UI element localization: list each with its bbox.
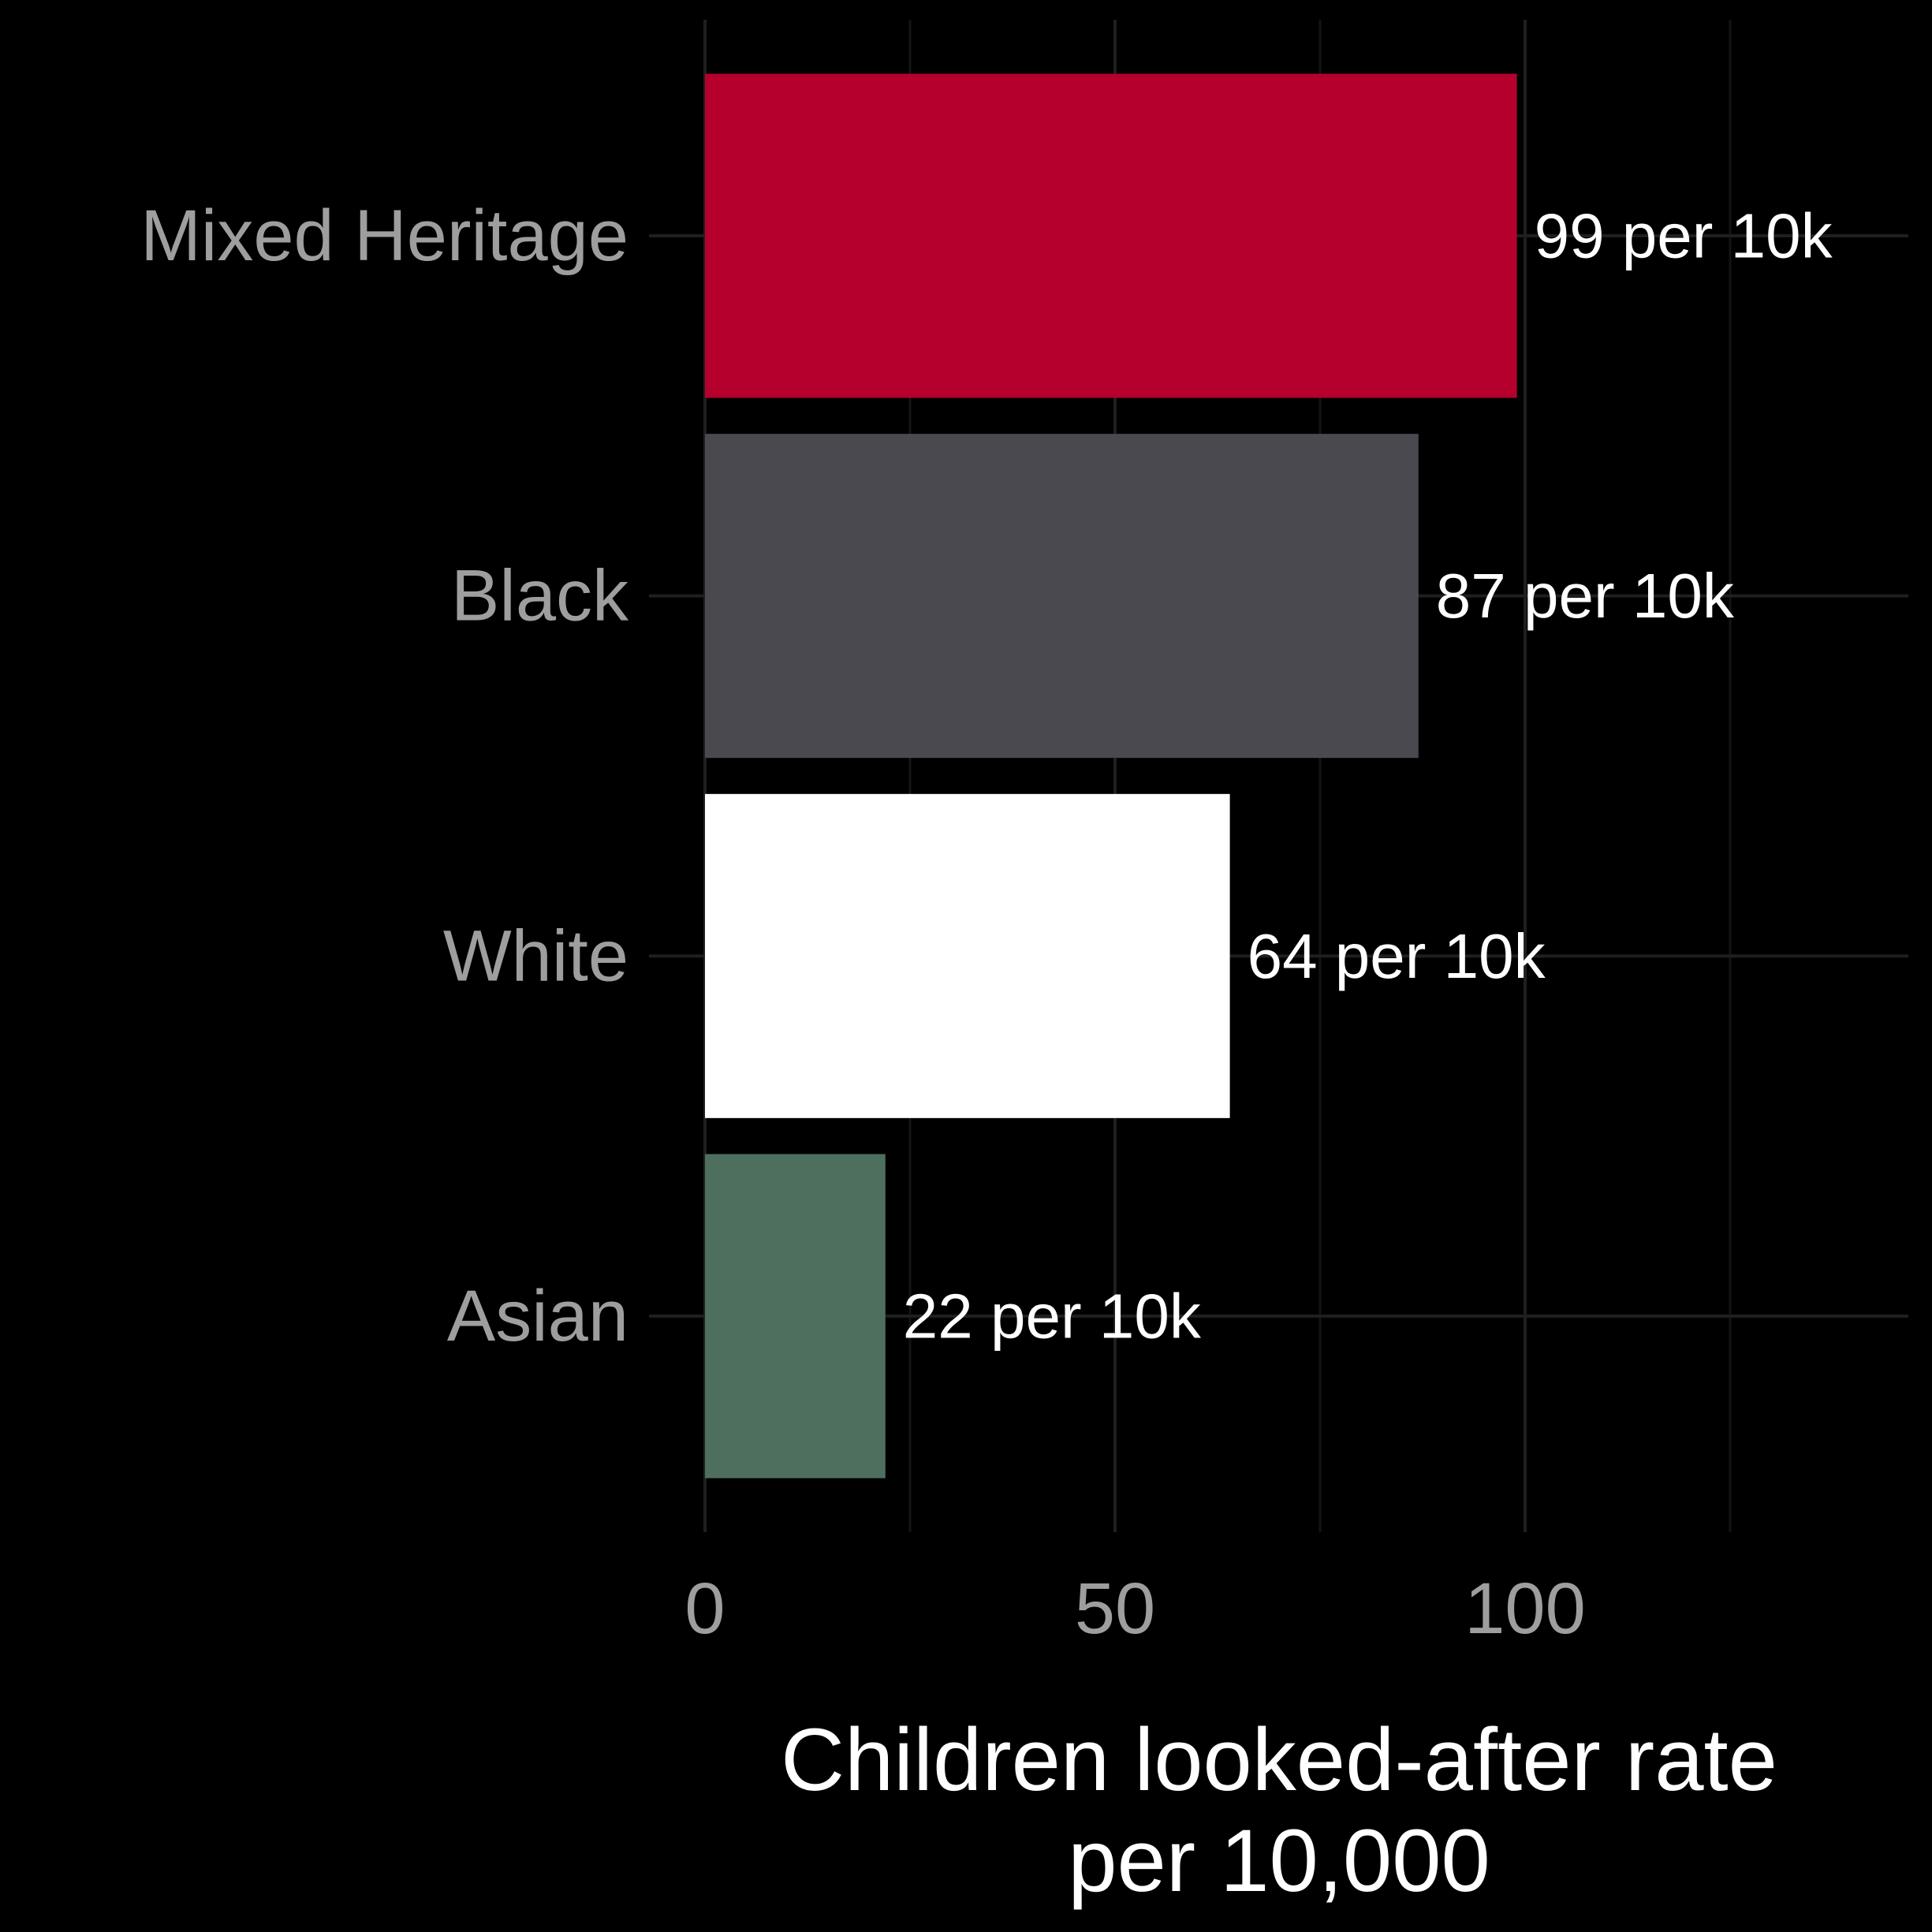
category-labels: Mixed Heritage Black White Asian xyxy=(140,196,629,1356)
data-label: 22 per 10k xyxy=(903,1281,1202,1352)
data-label: 87 per 10k xyxy=(1436,561,1735,631)
bars xyxy=(705,73,1517,1479)
x-tick-label: 50 xyxy=(1075,1568,1155,1649)
data-label: 99 per 10k xyxy=(1535,201,1833,271)
bar-mixed-heritage xyxy=(705,73,1517,398)
x-axis-title-line-2: per 10,000 xyxy=(1068,1811,1490,1910)
bar-asian xyxy=(705,1154,886,1479)
category-label: White xyxy=(443,916,628,996)
category-label: Mixed Heritage xyxy=(140,196,628,276)
data-labels: 99 per 10k 87 per 10k 64 per 10k 22 per 10k xyxy=(903,201,1833,1352)
x-axis-title-line-1: Children looked-after rate xyxy=(781,1710,1777,1809)
category-label: Asian xyxy=(447,1276,628,1356)
bar-black xyxy=(705,434,1419,759)
x-tick-label: 0 xyxy=(684,1568,725,1649)
x-tick-label: 100 xyxy=(1464,1568,1586,1649)
x-tick-labels: 0 50 100 xyxy=(684,1568,1585,1649)
bar-white xyxy=(705,793,1230,1118)
category-label: Black xyxy=(451,556,629,636)
data-label: 64 per 10k xyxy=(1248,921,1546,991)
